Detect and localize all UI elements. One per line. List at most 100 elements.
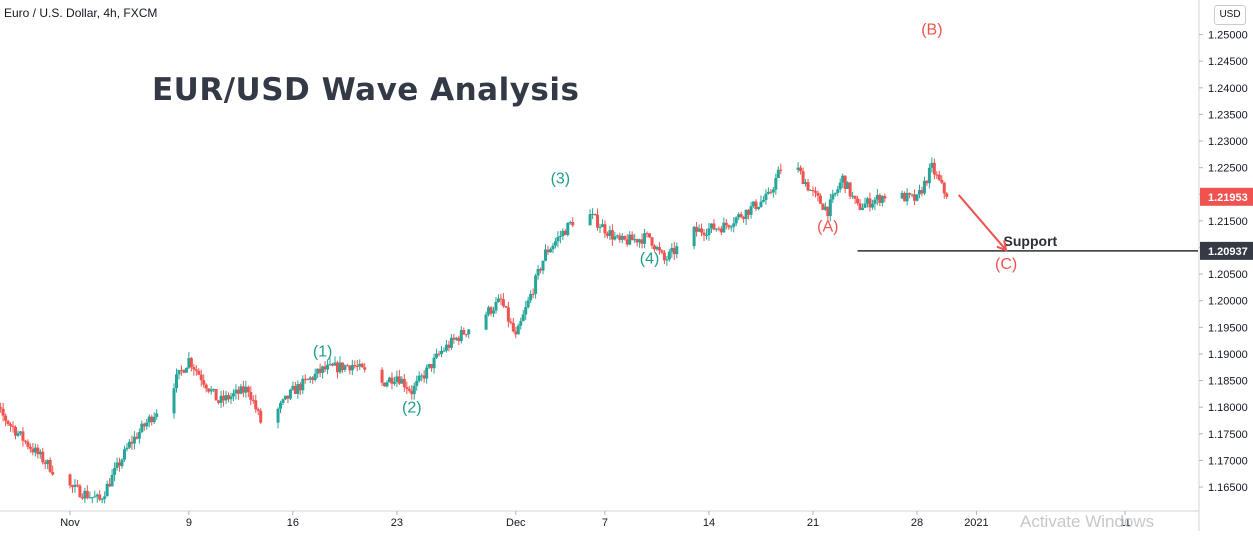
candle-body — [534, 275, 538, 294]
candle — [534, 273, 538, 299]
candle-body — [18, 431, 22, 434]
candle — [593, 213, 597, 216]
candle — [303, 374, 307, 384]
candle — [184, 367, 188, 373]
candle — [11, 421, 15, 433]
candle — [942, 181, 946, 199]
candle-body — [202, 380, 206, 385]
candle-body — [85, 490, 89, 498]
candle-body — [494, 301, 498, 311]
candle-body — [108, 483, 112, 487]
candle-body — [558, 235, 562, 237]
candle-body — [417, 375, 421, 381]
candle-body — [945, 193, 949, 197]
candle — [509, 318, 513, 325]
candle-body — [313, 373, 317, 380]
candle — [110, 469, 114, 487]
candle — [113, 462, 117, 482]
candle-body — [747, 209, 751, 215]
time-tick-label: Dec — [506, 517, 526, 529]
candle-body — [137, 432, 141, 439]
candle-body — [306, 379, 310, 381]
candle — [219, 390, 223, 408]
candle-body — [132, 436, 136, 444]
time-tick-label: Nov — [60, 517, 80, 529]
candle — [833, 192, 837, 197]
candle — [744, 209, 748, 225]
candle — [360, 362, 364, 368]
candle-body — [861, 207, 865, 210]
candle — [927, 163, 931, 189]
price-tick-label: 1.20500 — [1208, 269, 1248, 281]
price-tick-label: 1.22500 — [1208, 163, 1248, 175]
candle — [838, 178, 842, 193]
candle-body — [766, 191, 770, 194]
candle — [46, 459, 50, 470]
candle — [917, 184, 921, 199]
candle — [836, 185, 840, 197]
candle — [851, 191, 855, 199]
candle-body — [214, 389, 218, 401]
candle-body — [405, 387, 409, 389]
candle-body — [848, 182, 852, 197]
candle-body — [873, 199, 877, 204]
candle-body — [704, 235, 708, 237]
currency-badge[interactable]: USD — [1214, 5, 1246, 25]
candle — [283, 395, 287, 401]
candle-body — [660, 250, 664, 253]
candle-body — [43, 462, 47, 464]
candle — [700, 223, 704, 237]
candle — [799, 165, 803, 175]
candle — [254, 394, 258, 413]
candle — [207, 388, 211, 394]
candle-body — [452, 337, 456, 340]
candle — [137, 428, 141, 444]
candle-body — [9, 424, 13, 426]
candle-body — [732, 223, 736, 227]
wave-label-1: (1) — [313, 344, 333, 361]
candle — [385, 380, 389, 388]
time-tick-label: 23 — [391, 517, 403, 529]
candle — [742, 215, 746, 223]
candle — [643, 228, 647, 249]
candle-body — [863, 203, 867, 208]
candle — [776, 166, 780, 179]
candle — [73, 479, 77, 493]
price-tick-label: 1.21500 — [1208, 216, 1248, 228]
candle-body — [648, 233, 652, 238]
candle-body — [298, 384, 302, 391]
candle-body — [244, 386, 248, 393]
candle-body — [142, 423, 146, 427]
candle-body — [665, 259, 669, 261]
price-tick-label: 1.20000 — [1208, 296, 1248, 308]
candle — [747, 209, 751, 220]
candle — [754, 199, 758, 212]
candle — [692, 225, 696, 250]
candle-body — [353, 364, 357, 367]
candle-body — [811, 189, 815, 192]
time-tick-label: 14 — [703, 517, 715, 529]
candle — [608, 225, 612, 240]
candle — [21, 427, 25, 447]
candle — [90, 497, 94, 504]
candle-body — [172, 388, 176, 414]
candle-body — [942, 182, 946, 194]
candle-body — [415, 380, 419, 386]
candle — [662, 250, 666, 265]
candle — [878, 193, 882, 207]
candle-body — [932, 162, 936, 175]
candle-body — [115, 462, 119, 468]
candle-body — [910, 194, 914, 196]
candle — [179, 365, 183, 376]
candle-body — [650, 237, 654, 246]
candle-body — [776, 169, 780, 178]
candle — [922, 176, 926, 196]
candle-body — [145, 422, 149, 427]
candle-body — [828, 199, 832, 217]
candle — [95, 493, 99, 503]
candle-body — [120, 459, 124, 467]
candle — [588, 209, 592, 226]
candle — [395, 370, 399, 388]
candle-body — [125, 447, 129, 450]
